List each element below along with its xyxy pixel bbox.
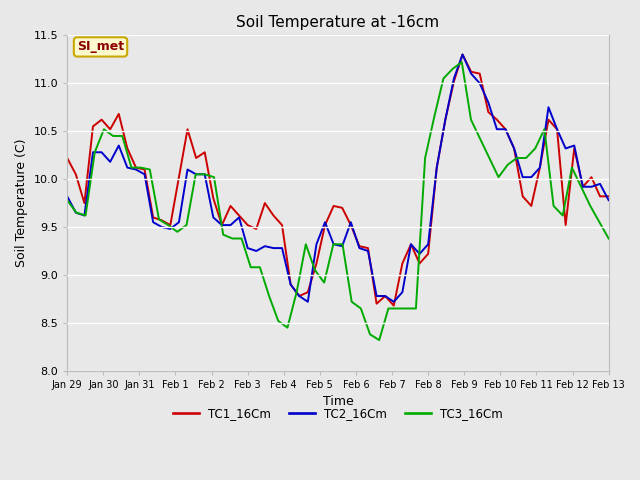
TC1_16Cm	[390, 303, 397, 309]
TC1_16Cm	[63, 155, 71, 161]
TC3_16Cm	[201, 171, 209, 177]
Title: Soil Temperature at -16cm: Soil Temperature at -16cm	[236, 15, 440, 30]
Line: TC2_16Cm: TC2_16Cm	[67, 55, 609, 302]
TC1_16Cm	[364, 245, 372, 251]
Text: SI_met: SI_met	[77, 40, 124, 53]
TC1_16Cm	[459, 52, 467, 58]
TC2_16Cm	[459, 52, 467, 58]
TC2_16Cm	[372, 293, 380, 299]
TC1_16Cm	[330, 203, 337, 209]
TC2_16Cm	[287, 282, 294, 288]
TC2_16Cm	[63, 193, 71, 199]
TC3_16Cm	[237, 236, 245, 241]
TC2_16Cm	[304, 299, 312, 305]
TC3_16Cm	[412, 306, 420, 312]
TC3_16Cm	[63, 197, 71, 203]
TC2_16Cm	[416, 251, 424, 257]
TC3_16Cm	[155, 216, 163, 222]
TC3_16Cm	[220, 232, 227, 238]
Legend: TC1_16Cm, TC2_16Cm, TC3_16Cm: TC1_16Cm, TC2_16Cm, TC3_16Cm	[168, 403, 508, 425]
TC2_16Cm	[605, 197, 612, 203]
TC1_16Cm	[605, 193, 612, 199]
TC1_16Cm	[132, 165, 140, 170]
TC1_16Cm	[287, 282, 294, 288]
TC2_16Cm	[424, 241, 432, 247]
TC3_16Cm	[458, 60, 466, 65]
TC3_16Cm	[376, 337, 383, 343]
X-axis label: Time: Time	[323, 396, 353, 408]
TC3_16Cm	[605, 236, 612, 241]
Line: TC1_16Cm: TC1_16Cm	[67, 55, 609, 306]
Line: TC3_16Cm: TC3_16Cm	[67, 62, 609, 340]
TC2_16Cm	[132, 167, 140, 172]
TC2_16Cm	[339, 243, 346, 249]
Y-axis label: Soil Temperature (C): Soil Temperature (C)	[15, 139, 28, 267]
TC1_16Cm	[424, 251, 432, 257]
TC3_16Cm	[247, 264, 255, 270]
TC1_16Cm	[416, 261, 424, 266]
